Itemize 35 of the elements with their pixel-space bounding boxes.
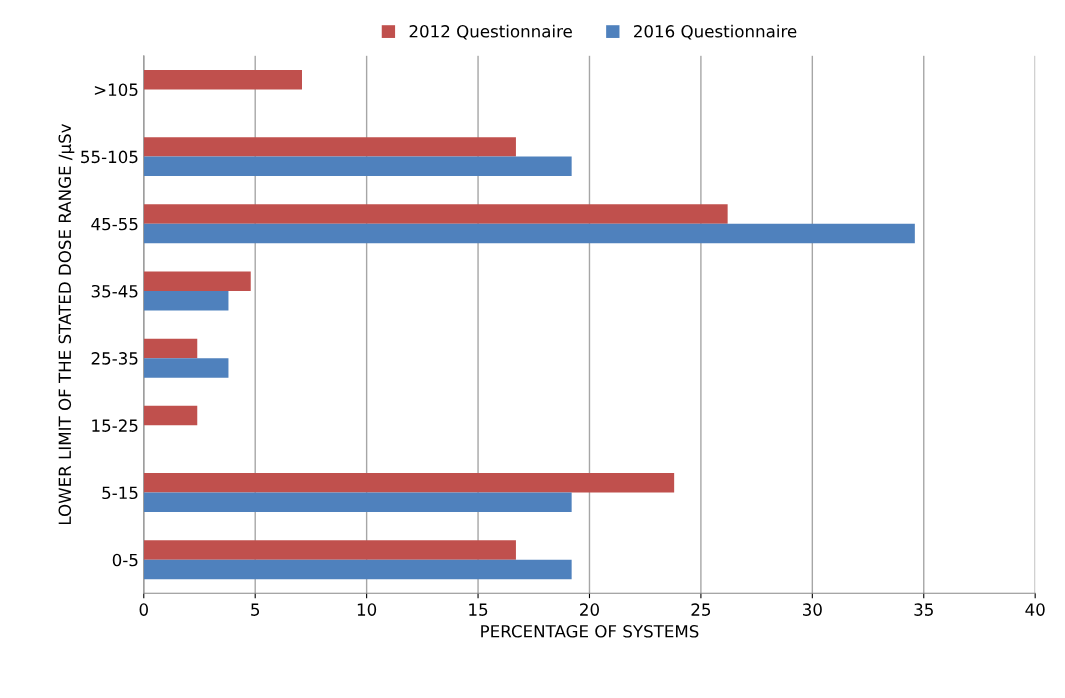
x-tick-label: 10 [357,603,377,616]
bar [143,137,516,157]
x-tick-label: 5 [251,603,260,616]
y-tick-label: 45-55 [91,217,138,231]
y-tick-label: 0-5 [112,553,138,567]
bar [143,540,516,560]
legend-label: 2012 Questionnaire [409,24,572,40]
x-tick-label: 30 [803,603,822,616]
x-tick-label: 20 [580,603,599,616]
bar [143,473,675,493]
legend-label: 2016 Questionnaire [634,24,797,40]
bar [143,338,198,359]
y-tick-label: 55-105 [81,150,138,164]
bar [143,69,302,90]
x-tick-label: 0 [139,603,148,616]
bar [143,223,915,244]
x-tick-label: 35 [914,603,933,616]
y-tick-label: >105 [94,83,138,96]
x-tick-label: 25 [691,603,711,616]
y-tick-label: 15-25 [92,419,138,432]
x-tick-label: 15 [469,603,488,616]
bar [143,290,229,311]
y-tick-label: 25-35 [91,352,138,365]
bar [143,492,572,513]
bar [143,405,198,426]
x-tick-label: 40 [1025,603,1045,616]
bar [143,358,229,378]
bar [143,559,572,580]
y-axis-title: LOWER LIMIT OF THE STATED DOSE RANGE /µSv [58,123,75,525]
x-axis-title: PERCENTAGE OF SYSTEMS [481,625,699,638]
bar [143,204,728,224]
y-tick-label: 5-15 [102,486,138,500]
bar [143,271,251,291]
y-tick-label: 35-45 [91,284,138,298]
bar [143,156,572,177]
